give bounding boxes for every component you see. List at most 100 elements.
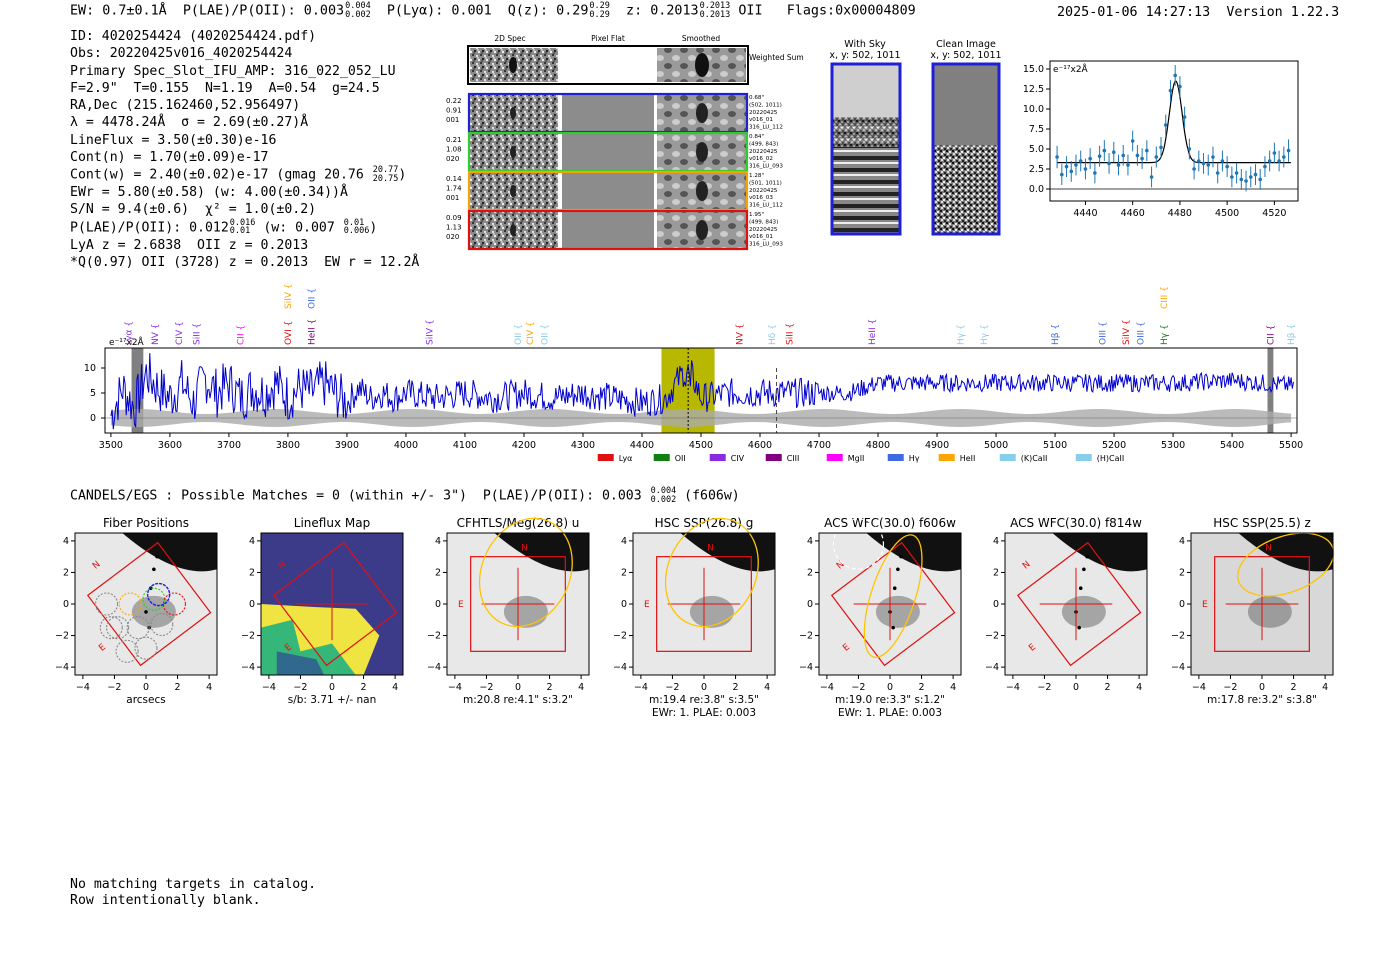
cutout-right-label: 1.95" xyxy=(749,212,764,218)
line-fit-point xyxy=(1102,148,1107,153)
timestamp-date: 2025-01-06 14:27:13 xyxy=(1057,5,1211,20)
spectrum-line xyxy=(110,353,1294,430)
line-fit-point xyxy=(1111,150,1116,154)
thumb-xtick-label: 0 xyxy=(1073,682,1079,693)
thumb-ytick-label: −4 xyxy=(241,662,255,673)
thumb-title: CFHTLS/Meg(26.8) u xyxy=(457,516,580,530)
thumb-xtick-label: 2 xyxy=(733,682,739,693)
cutout-left-label: 0.91 xyxy=(446,107,462,115)
thumb-xtick-label: 2 xyxy=(547,682,553,693)
cutout-right-label: 316_LU_112 xyxy=(749,203,783,209)
thumb-square xyxy=(656,556,752,652)
thumb-ifu-diamond xyxy=(272,541,398,667)
info-obs: Obs: 20220425v016_4020254424 xyxy=(70,46,293,62)
thumb-ifu-diamond xyxy=(86,541,212,667)
line-fit-point xyxy=(1272,151,1277,155)
spectrum-xtick-label: 4800 xyxy=(866,440,890,451)
cutout-right-label: 20220425 xyxy=(749,149,778,155)
info-plae: P(LAE)/P(OII): 0.012 0.016 0.01 (w: 0.007 … xyxy=(70,217,378,237)
thumb-knot xyxy=(899,554,903,559)
cutout-header-pixelflat: Pixel Flat xyxy=(591,34,625,43)
cutout-pixelflat-1 xyxy=(562,133,654,171)
thumb-panel-4: ACS WFC(30.0) f606wNE−4−4−2−2002244m:19.… xyxy=(799,516,962,719)
thumb-galaxy xyxy=(866,533,961,572)
header-z: z: 0.2013 xyxy=(626,3,699,19)
line-fit-point xyxy=(1282,155,1286,159)
spectrum-xtick-label: 4000 xyxy=(394,440,418,451)
thumb-xtick-label: −4 xyxy=(1192,682,1206,693)
cutout-right-label: v016_02 xyxy=(749,156,773,162)
spectrum-line-label: SiIV { xyxy=(284,283,294,309)
spectrum-xtick-label: 4100 xyxy=(453,440,477,451)
thumb-fiber xyxy=(162,592,186,616)
line-fit-point xyxy=(1116,163,1121,167)
thumb-galaxy-core xyxy=(503,595,548,628)
cutout-sep-b-1 xyxy=(654,133,657,171)
spectrum-xtick-label: 5400 xyxy=(1220,440,1244,451)
thumb-ytick-label: 0 xyxy=(249,599,255,610)
thumb-caption: s/b: 3.71 +/- nan xyxy=(288,694,376,706)
line-fit-point xyxy=(1277,159,1281,163)
cutout-right-label: 316_LU_093 xyxy=(749,242,783,248)
spectrum-line-label: CII { xyxy=(237,325,247,345)
thumb-ytick-label: 2 xyxy=(807,567,813,578)
spectrum-line-label: NV { xyxy=(151,324,161,345)
thumb-title: HSC SSP(25.5) z xyxy=(1213,516,1311,530)
thumb-xtick-label: −2 xyxy=(1037,682,1051,693)
line-fit-point xyxy=(1201,161,1206,166)
thumb-fiber xyxy=(150,612,174,637)
spectrum-line-label: Hβ { xyxy=(1051,324,1061,345)
cutout-smooth-spot-1 xyxy=(696,142,708,162)
thumb-ytick-label: 2 xyxy=(249,567,255,578)
line-fit-ytick-label: 12.5 xyxy=(1023,84,1044,95)
thumb-ytick-label: −2 xyxy=(427,631,441,642)
cutout-left-label: 1.13 xyxy=(446,224,462,232)
thumb-fiber xyxy=(126,616,150,640)
header-z-frac: 0.2013 0.2013 xyxy=(699,1,731,20)
cutout-pixelflat-2 xyxy=(562,172,654,210)
thumb-caption: m:17.8 re:3.2" s:3.8" xyxy=(1207,694,1317,706)
footer: No matching targets in catalog. Row inten… xyxy=(70,877,316,908)
spectrum-legend-swatch xyxy=(999,454,1016,461)
spectrum-line-label: OII { xyxy=(514,324,524,345)
spectrum-xtick-label: 4200 xyxy=(512,440,536,451)
cutout-header-2dspec: 2D Spec xyxy=(494,34,525,43)
thumb-knot xyxy=(1082,567,1086,572)
line-fit-ytick-label: 5.0 xyxy=(1029,144,1044,155)
thumb-label-e: E xyxy=(1202,600,1208,610)
line-fit-ytick-label: 2.5 xyxy=(1029,164,1044,175)
thumb-ytick-label: −4 xyxy=(985,662,999,673)
line-fit-point xyxy=(1093,171,1097,175)
spectrum-plot: 3500 3600 3700 3800 3900 4000 4100 4200 4300 4400… xyxy=(84,283,1303,463)
thumb-xtick-label: 4 xyxy=(764,682,770,693)
thumb-panel-2: CFHTLS/Meg(26.8) u E N −4 −4 −2 −2 0 0 2 2 4 4 m:20.8… xyxy=(427,516,590,706)
thumb-xtick-label: 0 xyxy=(1259,682,1265,693)
header-plya: P(Lyα): 0.001 xyxy=(386,3,492,19)
thumb-xtick-label: 0 xyxy=(887,682,893,693)
line-fit-ytick-label: 0.0 xyxy=(1029,184,1044,195)
line-fit-point xyxy=(1078,159,1083,163)
thumb-ytick-label: 2 xyxy=(621,567,627,578)
cutout-left-label: 020 xyxy=(446,155,459,163)
info-block: ID: 4020254424 (4020254424.pdf) Obs: 2022… xyxy=(70,28,419,271)
header-qz: Q(z): 0.29 xyxy=(507,3,589,19)
thumb-xtick-label: −2 xyxy=(851,682,865,693)
spectrum-xtick-label: 4500 xyxy=(689,440,713,451)
thumb-fiber xyxy=(95,592,119,616)
thumb-xtick-label: −4 xyxy=(448,682,462,693)
thumb-ytick-label: 4 xyxy=(1179,536,1185,547)
spectrum-line-label: Hδ { xyxy=(768,324,778,345)
cutout-pixelflat-0 xyxy=(562,94,654,132)
spectrum-line-label: OII { xyxy=(541,324,551,345)
spectrum-legend-label: Lyα xyxy=(619,454,633,463)
spectrum-legend-swatch xyxy=(653,454,670,461)
line-fit-point xyxy=(1248,175,1253,179)
cutout-sep-a-0 xyxy=(558,94,562,132)
line-fit-point xyxy=(1159,145,1163,150)
thumb-caption: m:19.0 re:3.3" s:1.2" xyxy=(835,694,945,706)
thumb-knot xyxy=(896,567,900,572)
spectrum-xtick-label: 4300 xyxy=(571,440,595,451)
spectrum-line-label: OIII { xyxy=(1137,321,1147,345)
clean-image-title: Clean Image xyxy=(936,39,996,50)
sky-images: With Sky x, y: 502, 1011 Clean Image x, … xyxy=(829,39,1002,236)
